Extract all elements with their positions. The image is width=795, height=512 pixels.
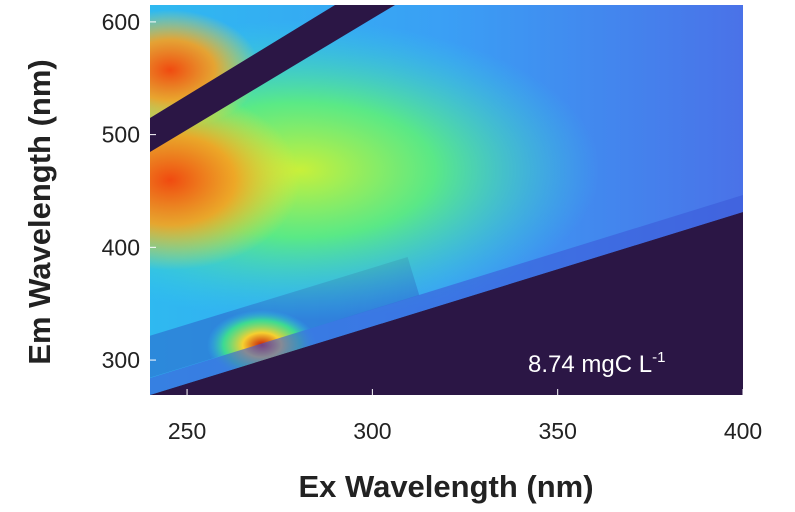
chart: 250 300 350 400 300 400 500 600 8.74 mgC L-1 Ex… <box>0 0 795 512</box>
y-tick-label: 500 <box>102 122 140 148</box>
x-tick-label: 250 <box>168 418 206 444</box>
x-tick-label: 400 <box>724 418 762 444</box>
y-tick-label: 400 <box>102 234 140 260</box>
y-axis-title: Em Wavelength (nm) <box>22 59 57 364</box>
x-tick-label: 350 <box>539 418 577 444</box>
heatmap <box>0 5 743 395</box>
annotation: 8.74 mgC L-1 <box>528 349 665 378</box>
annotation-superscript: -1 <box>652 349 665 366</box>
y-tick-label: 300 <box>102 347 140 373</box>
y-tick-label: 600 <box>102 9 140 35</box>
x-tick-label: 300 <box>353 418 391 444</box>
annotation-text: 8.74 mgC L <box>528 351 652 378</box>
x-axis-title: Ex Wavelength (nm) <box>298 469 593 504</box>
